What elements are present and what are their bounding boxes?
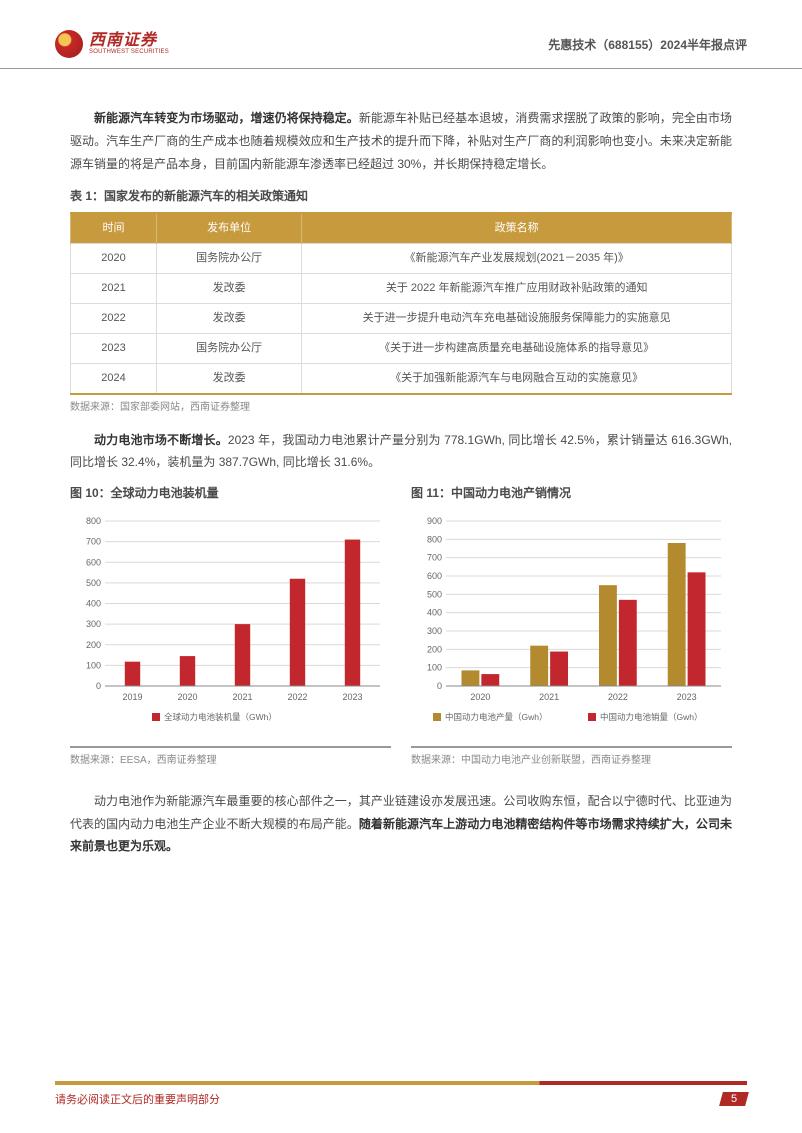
- footer-row: 请务必阅读正文后的重要声明部分 5: [55, 1091, 747, 1107]
- svg-text:500: 500: [86, 578, 101, 588]
- report-page: 西南证券 SOUTHWEST SECURITIES 先惠技术（688155）20…: [0, 0, 802, 1133]
- svg-text:中国动力电池销量（Gwh）: 中国动力电池销量（Gwh）: [600, 712, 702, 722]
- svg-text:100: 100: [86, 660, 101, 670]
- policy-table: 时间发布单位政策名称 2020国务院办公厅《新能源汽车产业发展规划(2021－2…: [70, 212, 732, 394]
- page-header: 西南证券 SOUTHWEST SECURITIES 先惠技术（688155）20…: [0, 0, 802, 69]
- chart11-title: 图 11：中国动力电池产销情况: [411, 482, 732, 505]
- table-cell: 2023: [71, 333, 157, 363]
- paragraph-1: 新能源汽车转变为市场驱动，增速仍将保持稳定。新能源车补贴已经基本退坡，消费需求摆…: [70, 107, 732, 175]
- svg-text:400: 400: [86, 598, 101, 608]
- table-cell: 《关于加强新能源汽车与电网融合互动的实施意见》: [302, 363, 732, 393]
- logo-icon: [55, 30, 83, 58]
- chart10-block: 图 10：全球动力电池装机量 0 100 200 300 400 500 600 700 800…: [70, 482, 391, 782]
- svg-text:300: 300: [427, 626, 442, 636]
- svg-text:0: 0: [437, 681, 442, 691]
- svg-text:2022: 2022: [608, 692, 628, 702]
- table-row: 2020国务院办公厅《新能源汽车产业发展规划(2021－2035 年)》: [71, 244, 732, 274]
- chart11-source: 数据来源：中国动力电池产业创新联盟，西南证券整理: [411, 751, 732, 770]
- table-cell: 关于 2022 年新能源汽车推广应用财政补贴政策的通知: [302, 273, 732, 303]
- footer-pagenum: 5: [719, 1092, 749, 1106]
- content-area: 新能源汽车转变为市场驱动，增速仍将保持稳定。新能源车补贴已经基本退坡，消费需求摆…: [0, 69, 802, 858]
- chart10-source: 数据来源：EESA，西南证券整理: [70, 751, 391, 770]
- table-cell: 发改委: [156, 273, 301, 303]
- table-cell: 2022: [71, 303, 157, 333]
- table1-source: 数据来源：国家部委网站，西南证券整理: [70, 398, 732, 417]
- svg-text:2022: 2022: [287, 692, 307, 702]
- paragraph-3: 动力电池作为新能源汽车最重要的核心部件之一，其产业链建设亦发展迅速。公司收购东恒…: [70, 790, 732, 858]
- table-header-row: 时间发布单位政策名称: [71, 213, 732, 243]
- svg-text:700: 700: [86, 537, 101, 547]
- chart11-block: 图 11：中国动力电池产销情况 0 100 200 300 400 500 600 700 80…: [411, 482, 732, 782]
- svg-text:2020: 2020: [177, 692, 197, 702]
- table-row: 2024发改委《关于加强新能源汽车与电网融合互动的实施意见》: [71, 363, 732, 393]
- table-cell: 2020: [71, 244, 157, 274]
- svg-text:800: 800: [427, 534, 442, 544]
- svg-text:300: 300: [86, 619, 101, 629]
- table-header-cell: 时间: [71, 213, 157, 243]
- svg-text:200: 200: [427, 644, 442, 654]
- svg-text:2020: 2020: [470, 692, 490, 702]
- charts-row: 图 10：全球动力电池装机量 0 100 200 300 400 500 600 700 800…: [70, 482, 732, 782]
- table-header-cell: 政策名称: [302, 213, 732, 243]
- svg-text:2023: 2023: [342, 692, 362, 702]
- header-divider: [55, 68, 747, 69]
- chart11-area: 0 100 200 300 400 500 600 700 800 900 2020 2021 2022…: [411, 509, 732, 748]
- table-cell: 国务院办公厅: [156, 333, 301, 363]
- chart11-svg: 0 100 200 300 400 500 600 700 800 900 2020 2021 2022…: [411, 509, 731, 734]
- table-cell: 2021: [71, 273, 157, 303]
- svg-text:600: 600: [427, 571, 442, 581]
- header-title: 先惠技术（688155）2024半年报点评: [548, 36, 747, 53]
- svg-text:全球动力电池装机量（GWh）: 全球动力电池装机量（GWh）: [164, 712, 277, 722]
- table-cell: 发改委: [156, 363, 301, 393]
- svg-text:中国动力电池产量（Gwh）: 中国动力电池产量（Gwh）: [445, 712, 547, 722]
- footer-bar: [55, 1081, 747, 1085]
- svg-text:2021: 2021: [232, 692, 252, 702]
- svg-text:800: 800: [86, 516, 101, 526]
- logo-cn: 西南证券: [89, 33, 169, 49]
- svg-text:600: 600: [86, 557, 101, 567]
- table-row: 2023国务院办公厅《关于进一步构建高质量充电基础设施体系的指导意见》: [71, 333, 732, 363]
- page-footer: 请务必阅读正文后的重要声明部分 5: [55, 1081, 747, 1105]
- table-header-cell: 发布单位: [156, 213, 301, 243]
- table-cell: 发改委: [156, 303, 301, 333]
- svg-text:200: 200: [86, 640, 101, 650]
- footer-disclaimer: 请务必阅读正文后的重要声明部分: [55, 1091, 220, 1107]
- paragraph-2: 动力电池市场不断增长。2023 年，我国动力电池累计产量分别为 778.1GWh…: [70, 429, 732, 475]
- table-row: 2021发改委关于 2022 年新能源汽车推广应用财政补贴政策的通知: [71, 273, 732, 303]
- table-cell: 国务院办公厅: [156, 244, 301, 274]
- svg-text:2023: 2023: [677, 692, 697, 702]
- table-row: 2022发改委关于进一步提升电动汽车充电基础设施服务保障能力的实施意见: [71, 303, 732, 333]
- table-body: 2020国务院办公厅《新能源汽车产业发展规划(2021－2035 年)》2021…: [71, 244, 732, 394]
- svg-text:2021: 2021: [539, 692, 559, 702]
- svg-text:2019: 2019: [122, 692, 142, 702]
- para2-lead: 动力电池市场不断增长。: [94, 433, 228, 447]
- svg-text:900: 900: [427, 516, 442, 526]
- chart10-svg: 0 100 200 300 400 500 600 700 800 2019 2020 2021 202…: [70, 509, 390, 734]
- table-cell: 关于进一步提升电动汽车充电基础设施服务保障能力的实施意见: [302, 303, 732, 333]
- chart10-area: 0 100 200 300 400 500 600 700 800 2019 2020 2021 202…: [70, 509, 391, 748]
- logo-en: SOUTHWEST SECURITIES: [89, 49, 169, 55]
- table-cell: 2024: [71, 363, 157, 393]
- para1-lead: 新能源汽车转变为市场驱动，增速仍将保持稳定。: [94, 111, 359, 125]
- svg-text:400: 400: [427, 608, 442, 618]
- svg-text:0: 0: [96, 681, 101, 691]
- footer-pagenum-value: 5: [731, 1093, 737, 1105]
- svg-text:100: 100: [427, 663, 442, 673]
- chart10-title: 图 10：全球动力电池装机量: [70, 482, 391, 505]
- table-cell: 《关于进一步构建高质量充电基础设施体系的指导意见》: [302, 333, 732, 363]
- svg-text:700: 700: [427, 553, 442, 563]
- table1-title: 表 1：国家发布的新能源汽车的相关政策通知: [70, 185, 732, 208]
- table-cell: 《新能源汽车产业发展规划(2021－2035 年)》: [302, 244, 732, 274]
- svg-text:500: 500: [427, 589, 442, 599]
- logo-text: 西南证券 SOUTHWEST SECURITIES: [89, 33, 169, 55]
- logo-block: 西南证券 SOUTHWEST SECURITIES: [55, 30, 169, 58]
